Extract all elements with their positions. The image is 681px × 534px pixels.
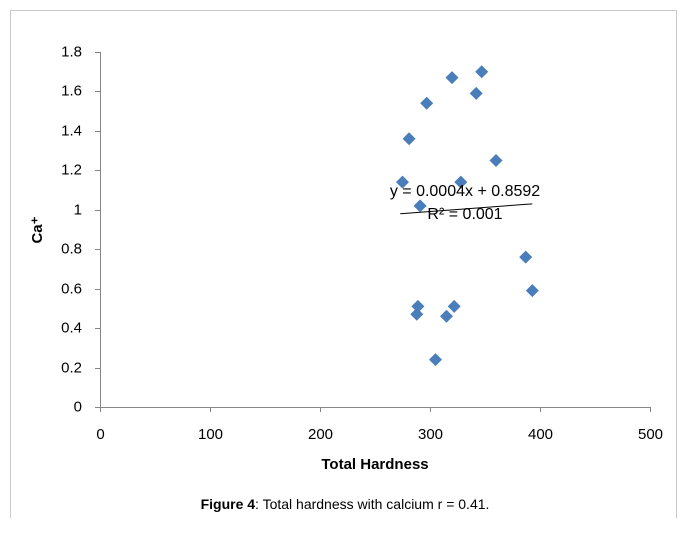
y-tick-label: 0.8	[61, 240, 82, 257]
y-tick-label: 1.2	[61, 161, 82, 178]
point	[475, 65, 489, 79]
point	[396, 175, 409, 189]
frame	[10, 10, 677, 518]
point	[489, 153, 503, 167]
point	[525, 284, 539, 298]
caption-text: : Total hardness with calcium r = 0.41.	[255, 496, 489, 512]
x-tick-label: 300	[418, 426, 443, 443]
trendline	[400, 203, 533, 215]
y-tick-label: 0.2	[61, 359, 82, 376]
y-tick-label: 0.4	[61, 319, 82, 336]
point	[411, 299, 425, 313]
point	[469, 86, 483, 100]
x-tick-label: 500	[638, 426, 663, 443]
point	[440, 309, 453, 323]
y-tick-label: 0.6	[61, 280, 82, 297]
point	[445, 71, 459, 85]
x-axis-title: Total Hardness	[321, 456, 428, 473]
x-tick-label: 400	[528, 426, 553, 443]
y-tick-label: 1.8	[61, 43, 82, 60]
point	[420, 96, 434, 110]
point	[413, 199, 427, 213]
y-tick-label: 0	[74, 398, 82, 415]
y-tick-label: 1.6	[61, 82, 82, 99]
x-tick-label: 200	[308, 426, 333, 443]
x-tick-label: 0	[96, 426, 104, 443]
point	[429, 353, 442, 367]
caption: Figure 4: Total hardness with calcium r …	[201, 496, 490, 512]
x-tick-label: 100	[198, 426, 223, 443]
point	[519, 250, 533, 264]
point	[454, 175, 468, 189]
caption-label: Figure 4	[201, 496, 256, 512]
y-tick-label: 1.4	[61, 122, 82, 139]
y-axis-title: Ca⁺	[29, 216, 46, 243]
point	[447, 299, 461, 313]
point	[410, 307, 424, 321]
trendline-equation: y = 0.0004x + 0.8592	[390, 183, 540, 200]
point	[402, 132, 416, 146]
trendline-r2: R² = 0.001	[427, 206, 502, 223]
y-tick-label: 1	[74, 201, 82, 218]
